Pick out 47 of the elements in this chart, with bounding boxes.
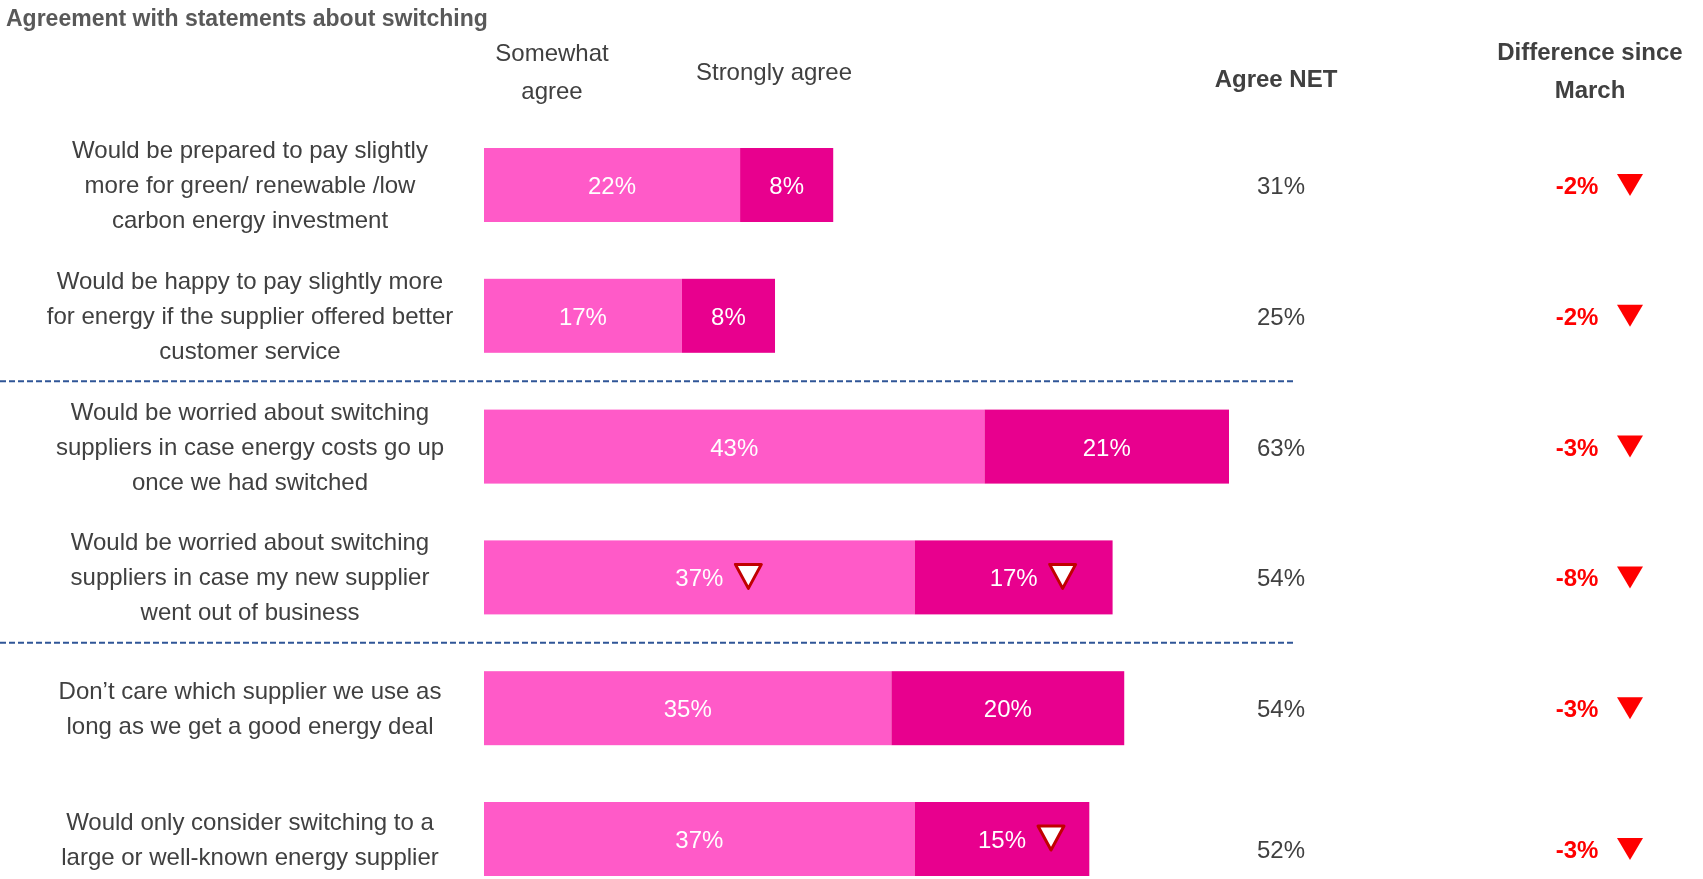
data-label: 35% xyxy=(663,695,712,723)
text: Agreement with statements about switching xyxy=(6,5,488,31)
bar xyxy=(914,802,1090,876)
data-label: 43% xyxy=(710,433,759,461)
text: Strongly agree xyxy=(695,58,853,85)
data-label: 37% xyxy=(675,826,724,853)
text: 52% xyxy=(1256,836,1306,863)
data-label: 21% xyxy=(1082,433,1131,461)
bar xyxy=(984,409,1229,484)
text: 31% xyxy=(1256,172,1306,199)
data-label: 37% xyxy=(675,564,724,592)
bar xyxy=(484,409,985,484)
text: -3% xyxy=(1555,695,1599,723)
text: 54% xyxy=(1256,695,1306,723)
text: Difference since March xyxy=(1497,38,1683,103)
series-label: Somewhat agree xyxy=(495,39,610,104)
data-label: 8% xyxy=(711,302,746,330)
text: -8% xyxy=(1555,564,1599,592)
bar xyxy=(681,278,776,353)
data-label: 22% xyxy=(588,172,637,199)
bar xyxy=(891,671,1125,746)
y-tick-label: Would be happy to pay slightly more for energy if the supplier offered better customer service xyxy=(46,266,454,364)
bar xyxy=(484,148,741,222)
text: 25% xyxy=(1256,302,1306,330)
text: -3% xyxy=(1555,836,1599,863)
y-tick-label: Don’t care which supplier we use as long as we get a good energy deal xyxy=(58,676,442,739)
bar xyxy=(484,540,915,615)
text: 63% xyxy=(1256,433,1306,461)
text: Agree NET xyxy=(1214,65,1338,92)
data-label: 20% xyxy=(983,695,1032,723)
text: 54% xyxy=(1256,564,1306,592)
data-label: 8% xyxy=(769,172,804,199)
bar xyxy=(484,671,892,746)
bar xyxy=(484,802,915,876)
text: -2% xyxy=(1555,172,1599,199)
bar xyxy=(914,540,1113,615)
y-tick-label: Would be worried about switching suppliers in case energy costs go up once we had switched xyxy=(55,397,445,495)
y-tick-label: Would be worried about switching suppliers in case my new supplier went out of business xyxy=(70,528,430,626)
data-label: 15% xyxy=(977,826,1027,853)
text: -3% xyxy=(1555,433,1599,461)
bar xyxy=(484,278,682,353)
bar xyxy=(740,148,834,222)
text: -2% xyxy=(1555,302,1599,330)
y-tick-label: Would be prepared to pay slightly more for green/ renewable /low carbon energy investment xyxy=(72,136,428,233)
data-label: 17% xyxy=(558,302,607,330)
y-tick-label: Would only consider switching to a large or well-known energy supplier xyxy=(61,807,439,870)
data-label: 17% xyxy=(989,564,1038,592)
